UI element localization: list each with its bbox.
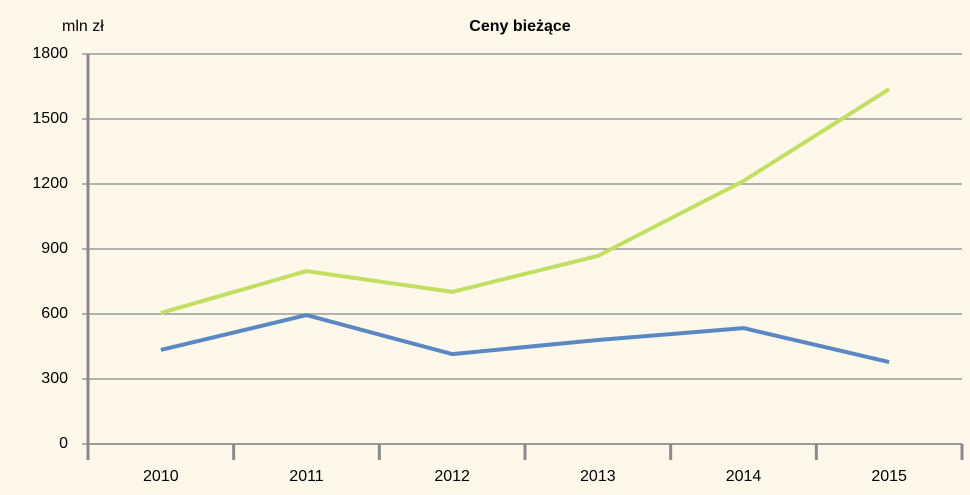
x-tick-label: 2010	[143, 468, 179, 485]
y-tick-label: 1800	[32, 45, 68, 62]
series-line	[160, 313, 890, 365]
x-tick-label: 2013	[580, 468, 616, 485]
x-tick-label: 2011	[289, 468, 324, 485]
y-tick-label: 1200	[32, 175, 68, 192]
y-tick-label: 600	[41, 305, 68, 322]
x-tick-label: 2012	[434, 468, 470, 485]
y-tick-label: 900	[41, 240, 68, 257]
chart-title: Ceny bieżące	[469, 18, 570, 35]
x-tick-label: 2014	[726, 468, 762, 485]
x-tick-label: 2015	[871, 468, 907, 485]
y-tick-label: 1500	[32, 110, 68, 127]
series-line	[160, 87, 891, 315]
y-axis-label: mln zł	[62, 18, 104, 35]
y-tick-label: 0	[59, 435, 68, 452]
y-tick-label: 300	[41, 370, 68, 387]
